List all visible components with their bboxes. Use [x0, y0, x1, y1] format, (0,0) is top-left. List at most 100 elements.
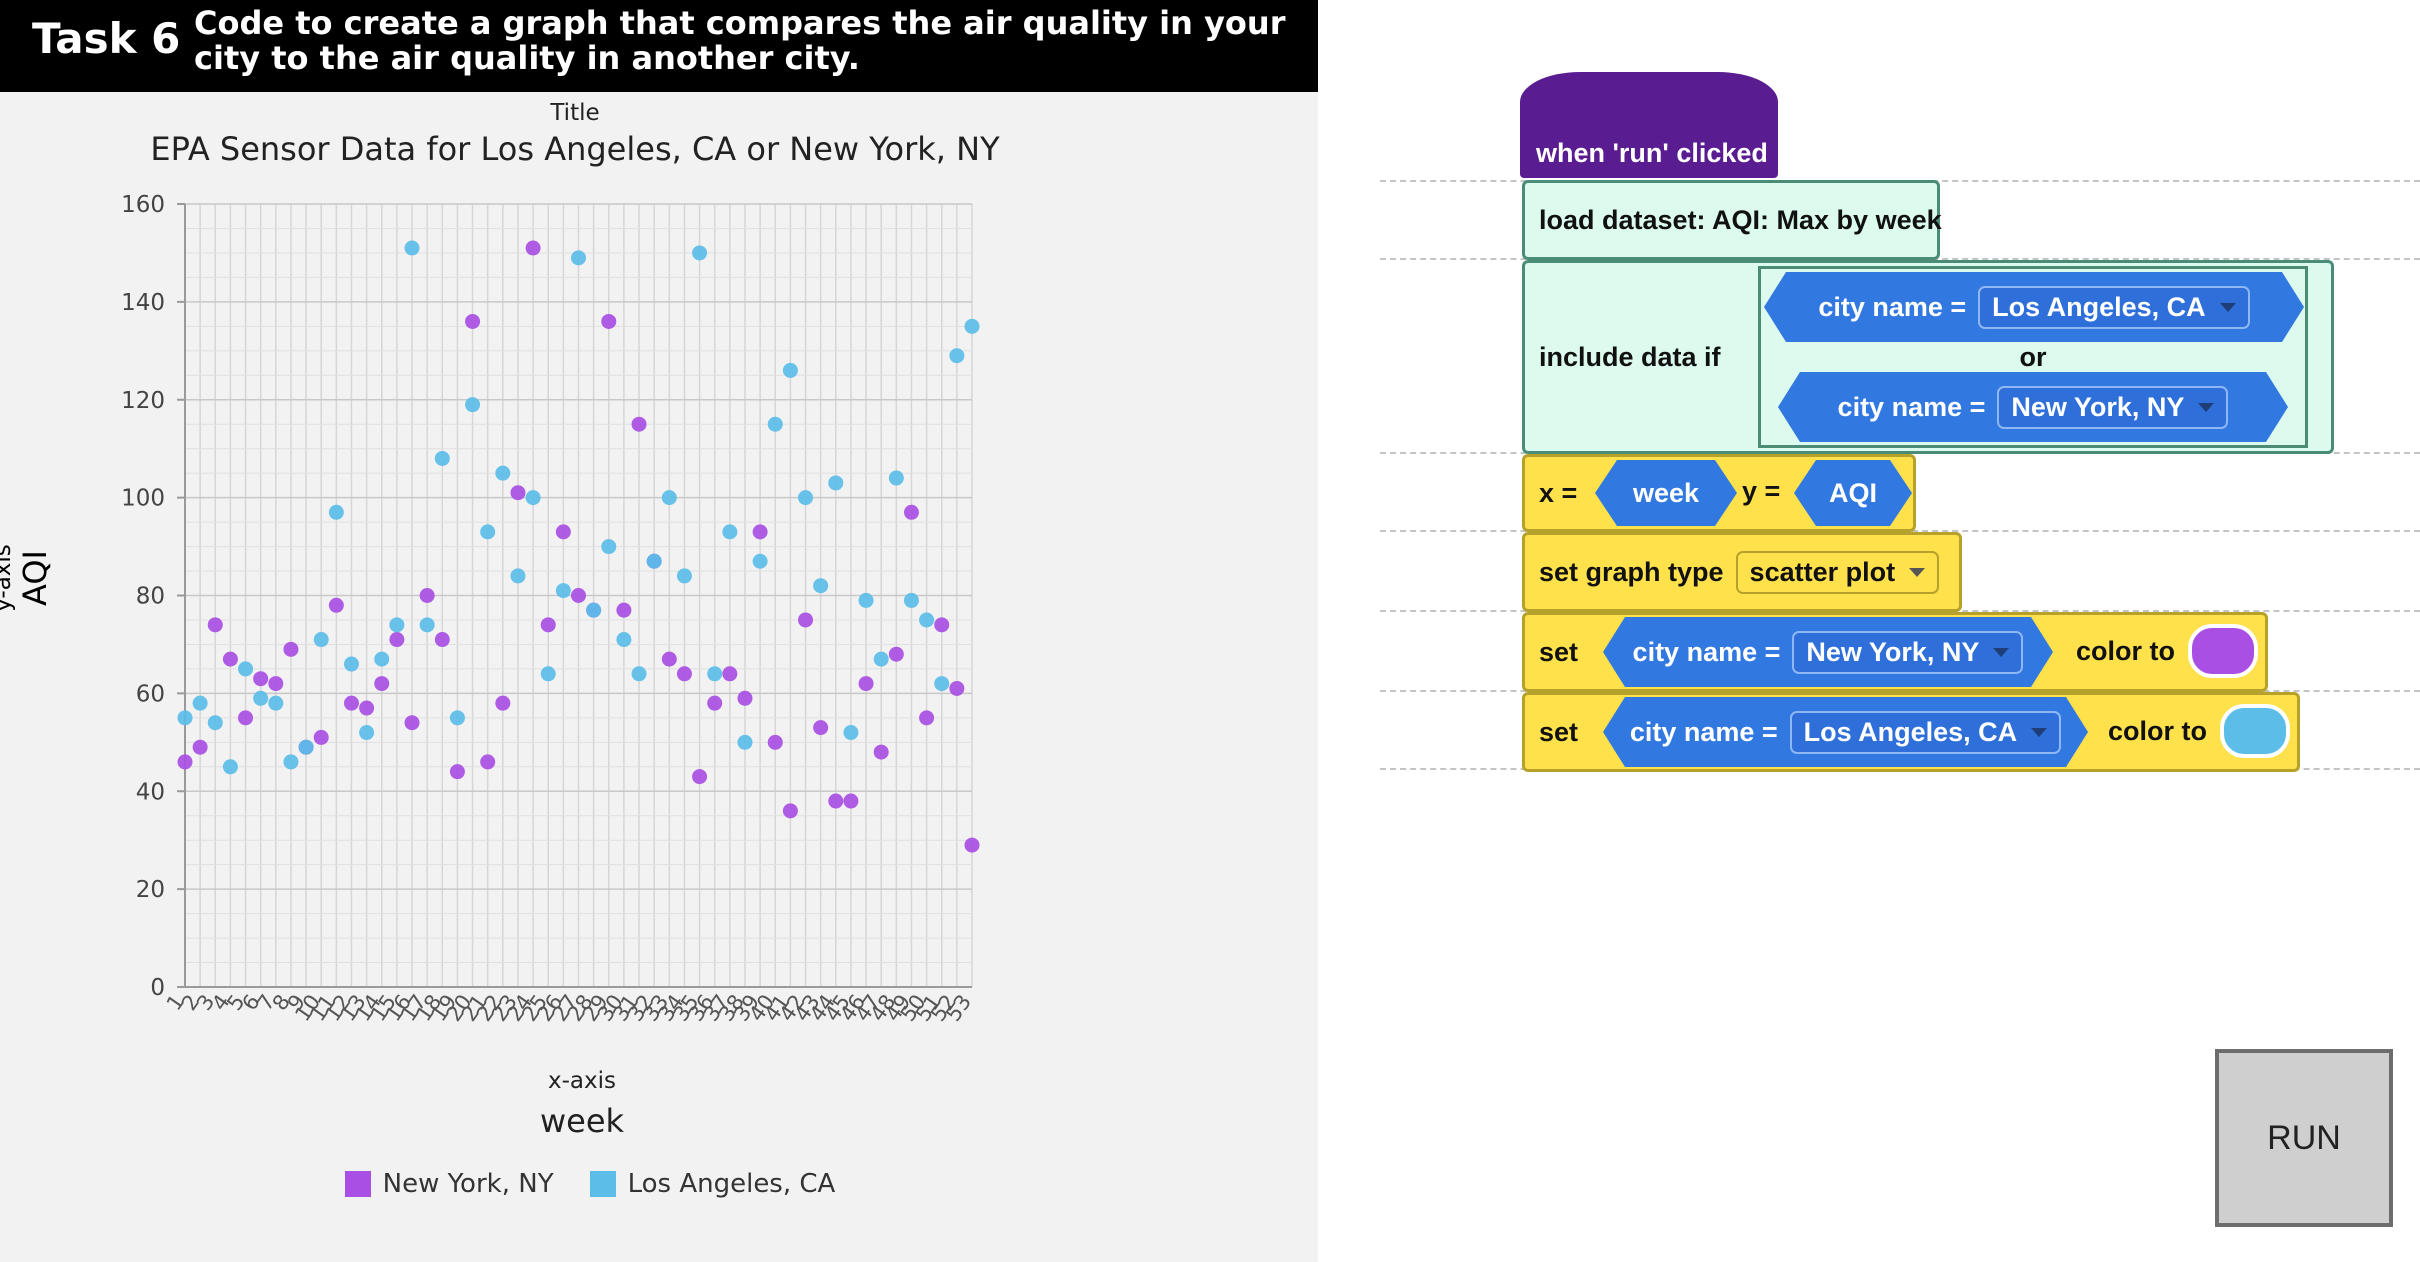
legend-swatch-blue — [589, 1171, 616, 1197]
task-description: Code to create a graph that compares the… — [194, 4, 1286, 77]
data-point — [389, 632, 405, 648]
data-point — [964, 318, 980, 334]
y-tick-label: 100 — [121, 486, 165, 512]
load-dataset-block[interactable]: load dataset: AQI: Max by week — [1522, 180, 1942, 260]
data-point — [434, 450, 450, 466]
condition-ny[interactable]: city name = New York, NY — [1778, 372, 2288, 442]
city-dropdown-ny[interactable]: New York, NY — [1997, 386, 2228, 429]
data-point — [888, 646, 904, 662]
y-value: AQI — [1828, 477, 1877, 508]
data-point — [359, 725, 375, 741]
data-point — [813, 578, 829, 594]
condition-label: city name = — [1629, 716, 1778, 747]
data-point — [222, 759, 238, 775]
data-point — [389, 617, 405, 633]
data-point — [586, 602, 602, 618]
graph-type-dropdown[interactable]: scatter plot — [1735, 550, 1940, 594]
condition-label: city name = — [1837, 391, 1986, 422]
dropdown-value: New York, NY — [1806, 636, 1980, 667]
x-variable-week[interactable]: week — [1595, 460, 1737, 526]
data-point — [888, 470, 904, 486]
data-point — [359, 700, 375, 716]
data-point — [253, 690, 269, 706]
x-label: x = — [1539, 477, 1578, 508]
condition-label: city name = — [1818, 291, 1967, 322]
dropdown-value: New York, NY — [2011, 391, 2185, 422]
set-label: set — [1539, 716, 1579, 747]
data-point — [616, 632, 632, 648]
condition-la[interactable]: city name = Los Angeles, CA — [1764, 272, 2304, 342]
chart-title: EPA Sensor Data for Los Angeles, CA or N… — [150, 130, 1000, 168]
chevron-down-icon — [1993, 648, 2009, 657]
data-point — [510, 568, 526, 584]
data-point — [707, 695, 723, 711]
data-point — [692, 245, 708, 261]
data-point — [813, 720, 829, 736]
y-tick-label: 0 — [150, 975, 165, 1001]
color-condition-la[interactable]: city name = Los Angeles, CA — [1603, 697, 2088, 767]
data-point — [419, 617, 435, 633]
data-point — [707, 666, 723, 682]
data-point — [374, 676, 390, 692]
data-point — [571, 250, 586, 266]
city-dropdown-ny[interactable]: New York, NY — [1792, 631, 2023, 674]
city-dropdown-la[interactable]: Los Angeles, CA — [1790, 711, 2062, 754]
data-point — [540, 666, 556, 682]
data-point — [525, 490, 541, 506]
data-point — [343, 695, 359, 711]
run-button[interactable]: RUN — [2215, 1049, 2393, 1227]
data-point — [752, 524, 768, 540]
when-run-clicked-block[interactable]: when 'run' clicked — [1520, 72, 1778, 178]
color-picker-purple[interactable] — [2188, 624, 2258, 678]
data-point — [858, 592, 874, 608]
data-point — [238, 710, 254, 726]
data-point — [873, 744, 889, 760]
data-point — [828, 793, 844, 809]
data-point — [934, 676, 950, 692]
include-data-label: include data if — [1539, 341, 1721, 372]
data-point — [858, 676, 874, 692]
data-point — [404, 240, 420, 256]
data-point — [555, 524, 571, 540]
chart-legend: New York, NY Los Angeles, CA — [0, 1164, 1180, 1204]
data-point — [207, 617, 223, 633]
data-point — [434, 632, 450, 648]
data-point — [661, 490, 677, 506]
data-point — [465, 397, 481, 413]
color-to-label: color to — [2108, 716, 2207, 746]
city-dropdown-la[interactable]: Los Angeles, CA — [1978, 286, 2250, 329]
data-point — [555, 583, 571, 599]
data-point — [949, 680, 965, 696]
data-point — [268, 676, 284, 692]
y-tick-label: 60 — [136, 681, 165, 707]
legend-item-new-york: New York, NY — [344, 1164, 554, 1204]
dropdown-value: Los Angeles, CA — [1992, 291, 2206, 322]
legend-label: Los Angeles, CA — [627, 1169, 836, 1199]
data-point — [313, 632, 329, 648]
y-variable-aqi[interactable]: AQI — [1794, 460, 1912, 526]
data-point — [510, 485, 526, 501]
graph-type-label: set graph type — [1539, 556, 1724, 587]
data-point — [601, 539, 617, 555]
task-number: Task 6 — [32, 14, 181, 63]
color-condition-ny[interactable]: city name = New York, NY — [1603, 617, 2053, 687]
data-point — [525, 240, 541, 256]
data-point — [752, 553, 768, 569]
data-point — [828, 475, 844, 491]
data-point — [903, 504, 919, 520]
dropdown-value: scatter plot — [1749, 556, 1896, 587]
y-tick-label: 20 — [136, 877, 165, 903]
color-picker-blue[interactable] — [2220, 704, 2290, 758]
set-graph-type-block[interactable]: set graph type scatter plot — [1522, 532, 1962, 612]
title-caption: Title — [550, 100, 600, 126]
data-point — [767, 734, 783, 750]
data-point — [919, 612, 935, 628]
load-dataset-label: load dataset: AQI: Max by week — [1539, 204, 1942, 235]
data-point — [480, 754, 496, 770]
data-point — [601, 313, 617, 329]
or-label: or — [2019, 342, 2047, 372]
data-point — [722, 524, 738, 540]
data-point — [449, 764, 465, 780]
data-point — [540, 617, 556, 633]
data-point — [722, 666, 738, 682]
